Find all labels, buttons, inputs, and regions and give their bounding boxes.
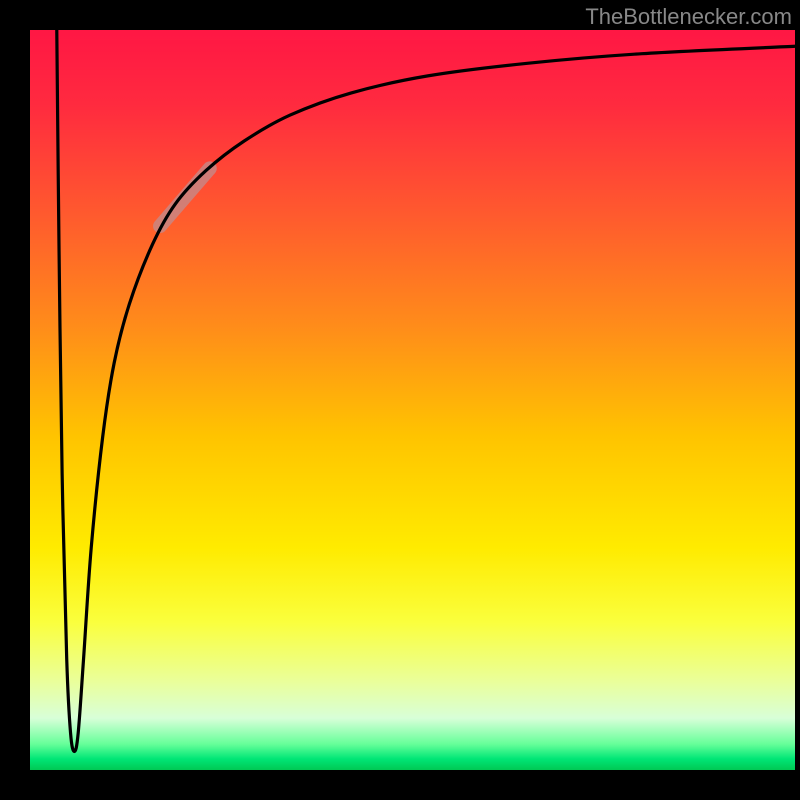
watermark-text: TheBottlenecker.com xyxy=(585,4,792,30)
bottleneck-chart: TheBottlenecker.com xyxy=(0,0,800,800)
gradient-background xyxy=(30,30,795,770)
